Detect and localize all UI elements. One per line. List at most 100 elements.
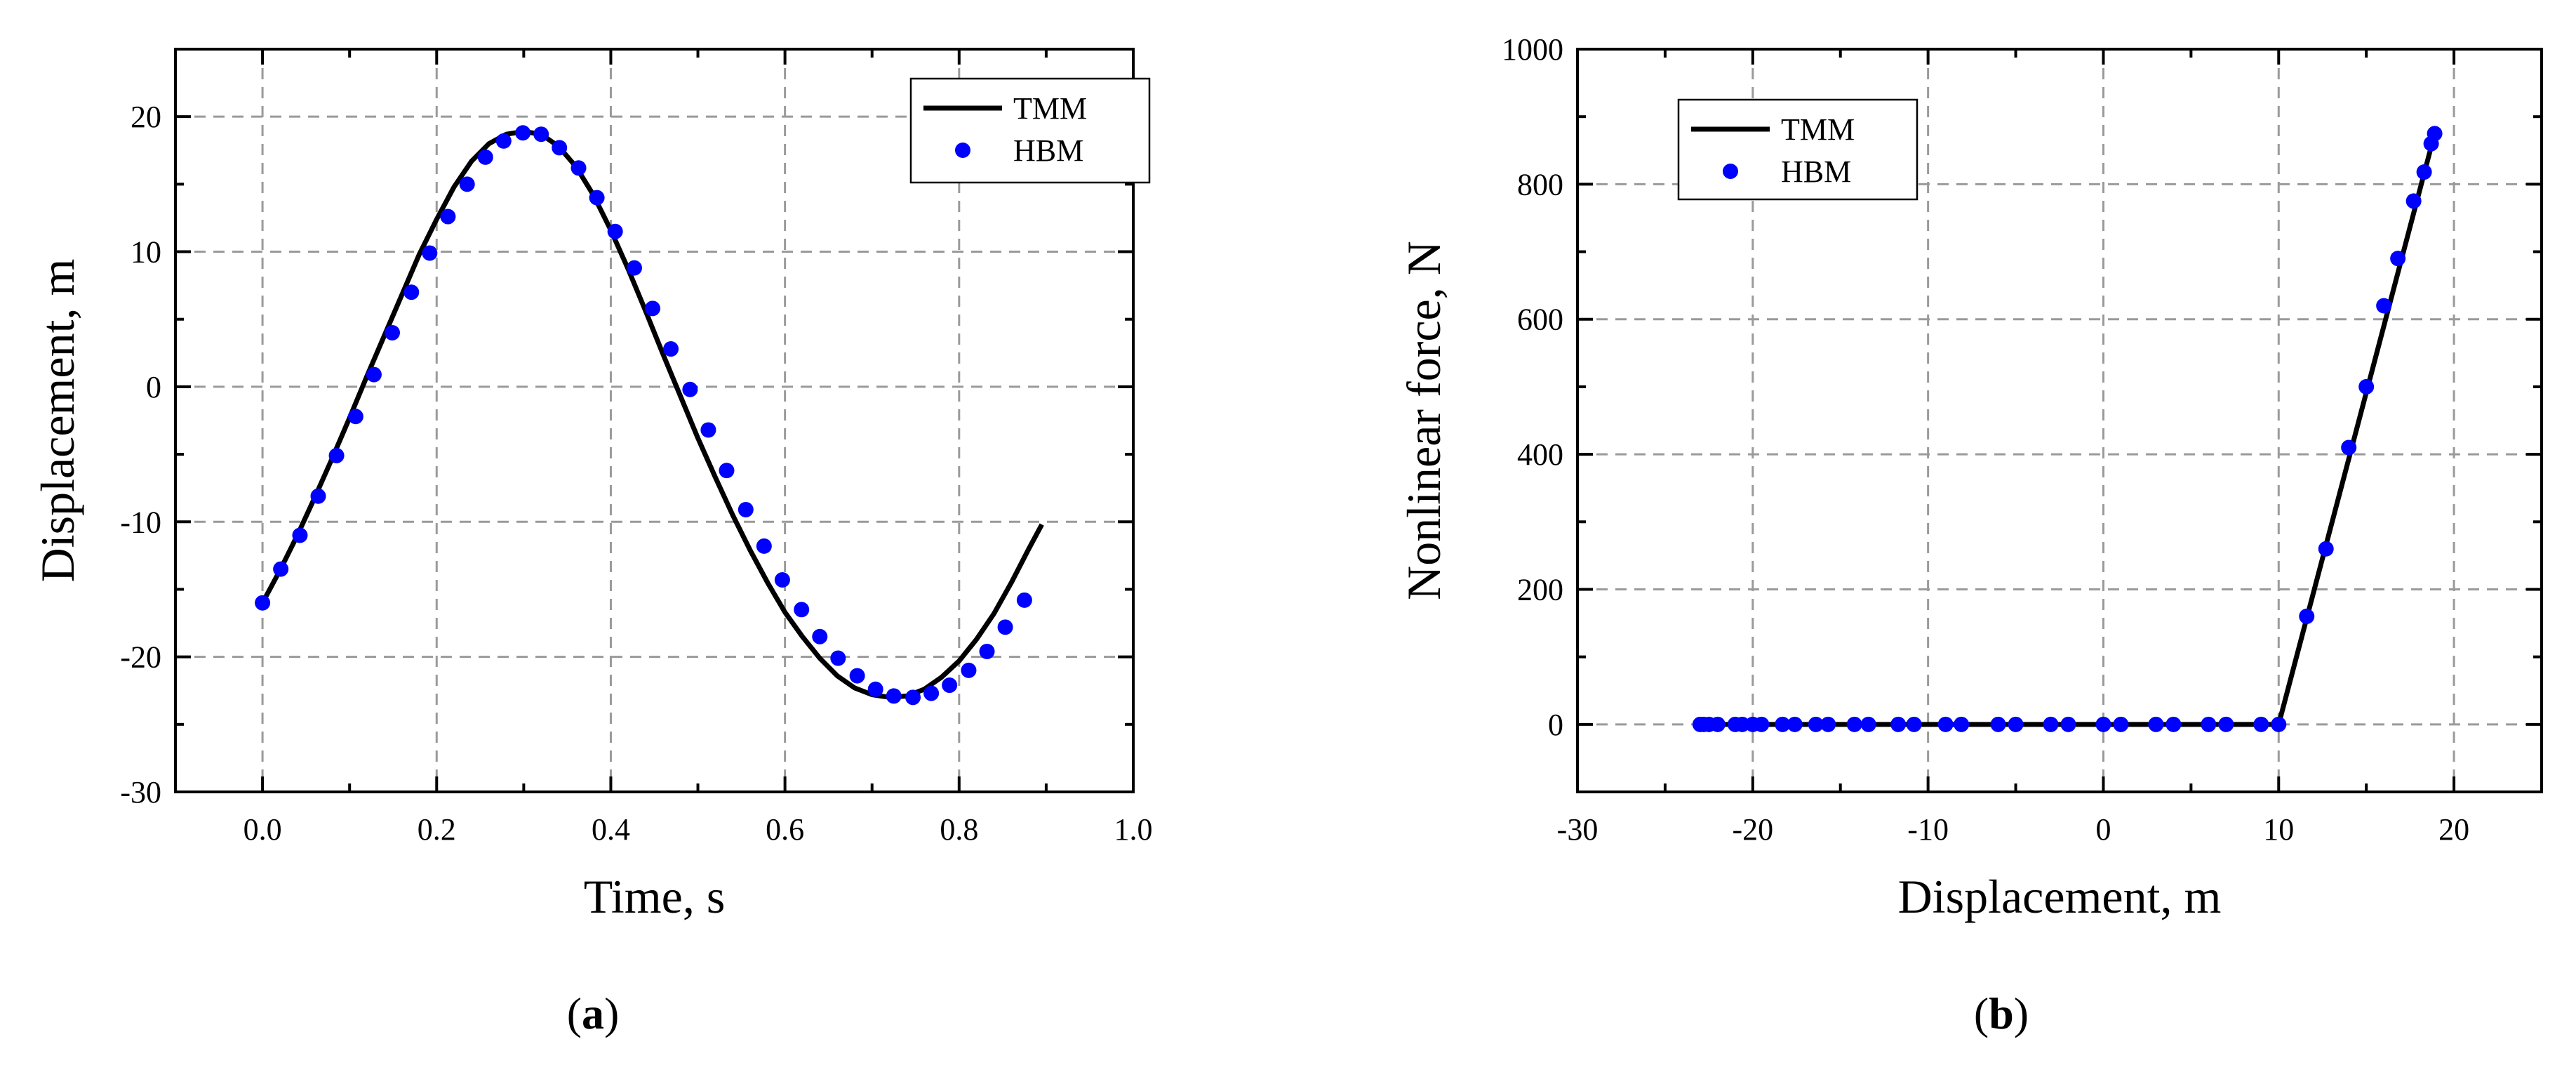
data-point-hbm	[1787, 716, 1803, 732]
data-point-hbm	[2148, 716, 2164, 732]
data-point-hbm	[552, 140, 568, 156]
data-point-hbm	[477, 149, 493, 165]
legend: TMM HBM	[1677, 98, 1918, 201]
panel-label-letter: a	[582, 988, 604, 1038]
data-point-hbm	[1954, 716, 1970, 732]
data-point-hbm	[2318, 541, 2334, 557]
data-point-hbm	[422, 245, 438, 261]
y-tick-label: 10	[131, 235, 161, 270]
y-tick-label: 20	[131, 100, 161, 134]
data-point-hbm	[942, 677, 958, 694]
data-point-hbm	[533, 126, 549, 143]
data-point-hbm	[255, 595, 271, 611]
x-tick-label: 0	[2095, 812, 2111, 847]
data-point-hbm	[2218, 716, 2234, 732]
data-point-hbm	[1937, 716, 1954, 732]
data-point-hbm	[961, 662, 977, 678]
data-point-hbm	[2165, 716, 2182, 732]
data-point-hbm	[2358, 378, 2375, 395]
data-point-hbm	[607, 223, 623, 239]
data-point-hbm	[645, 300, 661, 317]
data-point-hbm	[2113, 716, 2129, 732]
data-point-hbm	[682, 381, 698, 397]
data-point-hbm	[384, 324, 400, 340]
data-point-hbm	[719, 463, 735, 479]
data-point-hbm	[2299, 608, 2315, 624]
data-point-hbm	[2008, 716, 2024, 732]
data-point-hbm	[1709, 716, 1726, 732]
data-point-hbm	[310, 488, 326, 504]
data-point-hbm	[1820, 716, 1836, 732]
chart-panel-a: 0.0 0.2 0.4 0.6 0.8 1.0 -30 -20 -10 0 10 20 Time, s D…	[31, 48, 1153, 1038]
legend-swatch-hbm	[955, 143, 970, 158]
legend-swatch-hbm	[1723, 164, 1738, 179]
x-tick-label: -20	[1732, 812, 1773, 847]
panel-label-close-paren: )	[2014, 988, 2029, 1038]
data-point-hbm	[1808, 716, 1824, 732]
panel-label-open-paren: (	[567, 988, 582, 1038]
data-point-hbm	[756, 538, 772, 554]
x-tick-label: 20	[2438, 812, 2469, 847]
data-point-hbm	[1846, 716, 1862, 732]
data-point-hbm	[2253, 716, 2269, 732]
chart-panel-b: -30 -20 -10 0 10 2002004006008001000Displacem…	[1397, 32, 2543, 1038]
data-point-hbm	[1860, 716, 1876, 732]
x-tick-label: 0.2	[418, 812, 456, 847]
data-point-hbm	[2405, 193, 2422, 209]
x-tick-label: -10	[1907, 812, 1949, 847]
y-tick-label: 200	[1517, 572, 1563, 607]
legend-box	[909, 77, 1151, 184]
panel-label-letter: b	[1989, 988, 2014, 1038]
data-point-hbm	[774, 571, 790, 588]
panel-label-close-paren: )	[604, 988, 619, 1038]
panel-label: (b)	[1974, 988, 2029, 1038]
data-point-hbm	[2376, 298, 2392, 314]
data-point-hbm	[663, 341, 679, 357]
legend-label-tmm: TMM	[1013, 91, 1087, 126]
data-point-hbm	[273, 561, 289, 577]
data-point-hbm	[366, 366, 382, 383]
x-axis-title: Displacement, m	[1898, 870, 2222, 923]
data-point-hbm	[347, 409, 363, 425]
x-tick-label: 0.6	[766, 812, 804, 847]
x-tick-label: 0.0	[243, 812, 282, 847]
data-point-hbm	[867, 681, 883, 697]
y-tick-label: 0	[1548, 708, 1563, 742]
data-point-hbm	[1016, 592, 1032, 608]
plot-frame	[174, 48, 1135, 793]
data-point-hbm	[812, 628, 828, 644]
data-point-hbm	[403, 284, 420, 300]
data-point-hbm	[495, 133, 512, 149]
data-point-hbm	[794, 602, 810, 618]
data-point-hbm	[2201, 716, 2217, 732]
y-tick-label: 600	[1517, 303, 1563, 337]
data-point-hbm	[2043, 716, 2059, 732]
legend-label-hbm: HBM	[1781, 154, 1851, 189]
data-point-hbm	[2341, 439, 2357, 456]
y-tick-label: 400	[1517, 437, 1563, 472]
y-tick-label: 1000	[1502, 32, 1563, 67]
data-point-hbm	[2271, 716, 2287, 732]
data-point-hbm	[515, 125, 531, 141]
legend: TMM HBM	[909, 77, 1151, 184]
data-point-hbm	[830, 650, 846, 666]
data-point-hbm	[589, 190, 605, 206]
series-line-tmm	[1700, 133, 2437, 727]
data-point-hbm	[979, 643, 995, 659]
data-point-hbm	[626, 260, 642, 276]
x-tick-label: 1.0	[1114, 812, 1153, 847]
data-point-hbm	[2095, 716, 2111, 732]
data-point-hbm	[2060, 716, 2076, 732]
data-point-hbm	[1906, 716, 1922, 732]
data-point-hbm	[1890, 716, 1907, 732]
y-tick-label: -10	[120, 505, 161, 539]
data-point-hbm	[570, 160, 587, 176]
data-point-hbm	[997, 619, 1013, 635]
y-axis-title: Displacement, m	[31, 259, 84, 583]
x-tick-label: 10	[2263, 812, 2294, 847]
plot-frame	[1576, 48, 2543, 793]
data-point-hbm	[886, 688, 902, 704]
y-axis-title: Nonlinear force, N	[1397, 241, 1450, 600]
legend-box	[1677, 98, 1918, 201]
